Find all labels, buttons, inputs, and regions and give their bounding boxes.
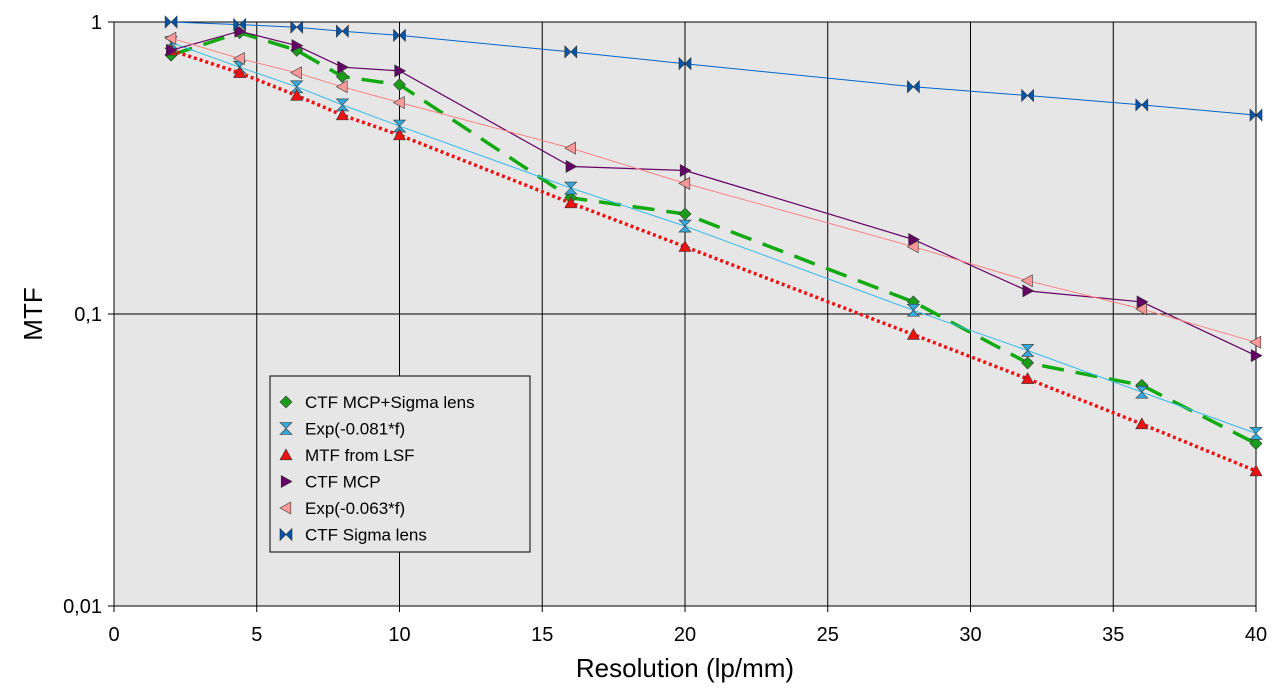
data-point-marker xyxy=(564,196,578,209)
data-point-marker xyxy=(1249,437,1263,450)
data-point-marker xyxy=(233,51,245,65)
data-point-marker xyxy=(1136,295,1149,309)
data-point-marker xyxy=(335,70,349,84)
data-point-marker xyxy=(906,303,921,317)
data-point-marker xyxy=(678,219,692,233)
data-point-marker xyxy=(279,395,293,409)
data-point-marker xyxy=(335,108,349,121)
data-point-marker xyxy=(1020,274,1033,288)
data-point-marker xyxy=(166,43,178,57)
legend-label: MTF from LSF xyxy=(305,446,415,465)
data-point-marker xyxy=(1249,427,1263,440)
series-group xyxy=(164,31,1262,349)
data-point-marker xyxy=(291,39,304,53)
data-point-marker xyxy=(233,17,246,32)
data-point-marker xyxy=(280,474,293,489)
data-point-marker xyxy=(678,240,692,252)
data-point-marker xyxy=(393,28,406,43)
data-point-marker xyxy=(1135,302,1147,316)
data-point-marker xyxy=(290,88,304,101)
data-point-marker xyxy=(564,45,578,59)
x-tick-label: 20 xyxy=(674,624,696,646)
data-point-marker xyxy=(290,66,302,80)
data-point-marker xyxy=(906,240,919,254)
data-point-marker xyxy=(1022,284,1035,298)
legend-label: Exp(-0.081*f) xyxy=(305,420,405,439)
y-tick-label: 0,01 xyxy=(63,596,102,618)
data-point-marker xyxy=(279,422,293,435)
data-point-marker xyxy=(908,232,921,246)
data-point-marker xyxy=(906,327,920,340)
data-point-marker xyxy=(1250,349,1263,363)
data-point-marker xyxy=(1021,88,1034,103)
x-tick-label: 30 xyxy=(959,624,981,646)
data-point-marker xyxy=(335,80,348,94)
data-point-marker xyxy=(1021,372,1035,384)
data-point-marker xyxy=(392,128,407,141)
data-point-marker xyxy=(678,176,691,190)
tick-labels: 0 5 10 15 20 25 30 35 40 0,01 0,1 1 xyxy=(63,12,1267,646)
data-point-marker xyxy=(279,448,293,461)
x-tick-label: 0 xyxy=(108,624,119,646)
data-point-marker xyxy=(1135,98,1149,112)
x-tick-label: 35 xyxy=(1102,624,1124,646)
data-point-marker xyxy=(1249,108,1263,122)
data-point-marker xyxy=(565,159,578,174)
y-tick-label: 1 xyxy=(91,12,102,34)
data-point-marker xyxy=(1135,385,1149,399)
data-point-marker xyxy=(564,141,576,155)
data-point-marker xyxy=(1135,417,1149,430)
y-tick-label: 0,1 xyxy=(74,304,102,326)
legend-label: CTF MCP xyxy=(305,473,381,492)
data-point-marker xyxy=(679,164,692,178)
data-point-marker xyxy=(392,96,405,110)
x-tick-label: 10 xyxy=(388,624,410,646)
x-tick-label: 5 xyxy=(251,624,262,646)
data-point-marker xyxy=(164,15,178,29)
grid-lines xyxy=(114,22,1256,606)
data-point-marker xyxy=(164,31,177,45)
data-point-marker xyxy=(678,56,692,71)
data-point-marker xyxy=(564,181,578,195)
data-point-marker xyxy=(290,20,304,34)
data-point-marker xyxy=(1020,344,1035,357)
x-tick-label: 15 xyxy=(531,624,553,646)
data-point-marker xyxy=(233,66,247,78)
legend-label: Exp(-0.063*f) xyxy=(305,499,405,518)
data-point-marker xyxy=(234,24,247,38)
data-point-marker xyxy=(1021,356,1035,370)
legend-label: CTF MCP+Sigma lens xyxy=(305,393,475,412)
y-axis-title: MTF xyxy=(18,287,48,340)
series-group xyxy=(164,15,1263,122)
series-layer xyxy=(164,15,1263,477)
data-point-marker xyxy=(907,80,920,94)
data-point-marker xyxy=(279,527,293,542)
x-tick-label: 25 xyxy=(817,624,839,646)
x-axis-title: Resolution (lp/mm) xyxy=(576,653,794,683)
x-tick-label: 40 xyxy=(1245,624,1267,646)
legend-label: CTF Sigma lens xyxy=(305,526,427,545)
series-group xyxy=(166,24,1263,363)
legend: CTF MCP+Sigma lens Exp(-0.081*f) MTF from … xyxy=(269,375,531,553)
data-point-marker xyxy=(279,501,292,515)
legend-box xyxy=(269,375,531,553)
data-point-marker xyxy=(1249,464,1263,477)
data-point-marker xyxy=(392,119,407,133)
data-point-marker xyxy=(393,78,406,92)
data-point-marker xyxy=(1249,335,1262,349)
data-point-marker xyxy=(337,60,350,74)
data-point-marker xyxy=(336,24,349,38)
data-point-marker xyxy=(394,64,407,78)
